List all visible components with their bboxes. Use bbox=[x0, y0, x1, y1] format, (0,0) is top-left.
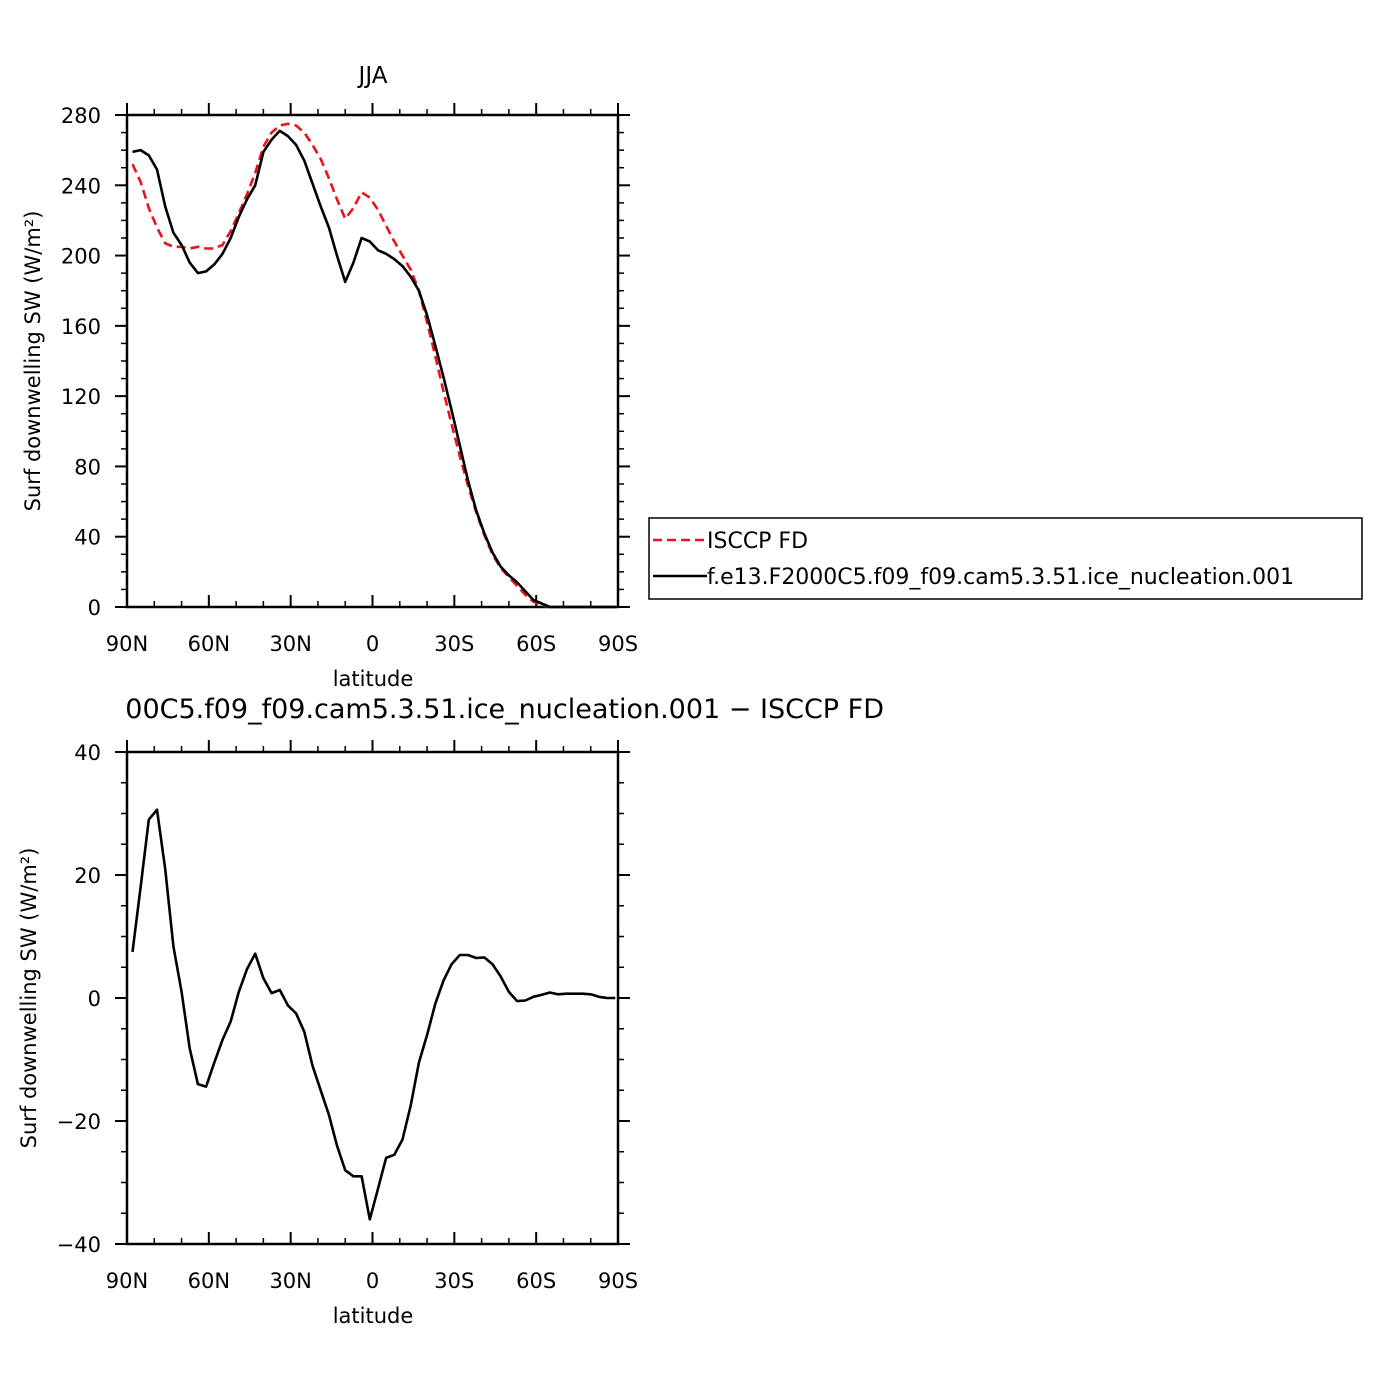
series-line-1 bbox=[132, 129, 616, 609]
x-tick-label: 30S bbox=[434, 1269, 474, 1293]
legend-frame bbox=[648, 517, 1363, 600]
y-tick-label: 0 bbox=[88, 596, 101, 620]
y-tick-label: 20 bbox=[74, 864, 101, 888]
x-tick-label: 30N bbox=[269, 1269, 311, 1293]
y-tick-label: 0 bbox=[88, 987, 101, 1011]
x-axis-title: latitude bbox=[333, 1304, 414, 1328]
legend: ISCCP FD f.e13.F2000C5.f09_f09.cam5.3.51… bbox=[648, 517, 1363, 600]
y-tick-label: −40 bbox=[57, 1233, 101, 1257]
difference-title: 00C5.f09_f09.cam5.3.51.ice_nucleation.00… bbox=[125, 694, 884, 725]
x-tick-label: 30N bbox=[269, 632, 311, 656]
y-axis-title: Surf downwelling SW (W/m²) bbox=[17, 848, 41, 1149]
x-axis-title: latitude bbox=[333, 667, 414, 691]
series-lines bbox=[131, 122, 616, 609]
plot-area-frame bbox=[125, 113, 620, 609]
legend-label-isccp: ISCCP FD bbox=[707, 529, 808, 554]
x-tick-label: 30S bbox=[434, 632, 474, 656]
bottom-chart: 00C5.f09_f09.cam5.3.51.ice_nucleation.00… bbox=[17, 694, 884, 1328]
x-tick-label: 90N bbox=[106, 1269, 148, 1293]
x-tick-label: 90S bbox=[598, 632, 638, 656]
x-tick-label: 0 bbox=[366, 1269, 379, 1293]
legend-label-model: f.e13.F2000C5.f09_f09.cam5.3.51.ice_nucl… bbox=[707, 565, 1294, 590]
y-tick-label: −20 bbox=[57, 1110, 101, 1134]
y-tick-label: 40 bbox=[74, 526, 101, 550]
plot-area-frame bbox=[125, 750, 620, 1246]
x-tick-label: 0 bbox=[366, 632, 379, 656]
x-tick-label: 60S bbox=[516, 1269, 556, 1293]
series-line-0 bbox=[131, 122, 616, 609]
x-tick-label: 90N bbox=[106, 632, 148, 656]
y-tick-label: 160 bbox=[61, 315, 101, 339]
y-tick-label: 200 bbox=[61, 245, 101, 269]
x-tick-label: 60N bbox=[188, 632, 230, 656]
chart-title: JJA bbox=[357, 63, 388, 89]
x-tick-label: 90S bbox=[598, 1269, 638, 1293]
x-tick-label: 60N bbox=[188, 1269, 230, 1293]
series-line-0 bbox=[131, 808, 616, 1221]
top-chart: JJA 90N 60N 30N 0 30S 60S 90S 0 40 80 120 160 200 240… bbox=[21, 63, 638, 691]
y-tick-label: 280 bbox=[61, 104, 101, 128]
axis-ticks: 90N 60N 30N 0 30S 60S 90S 0 40 80 120 160 200 240 280 bbox=[61, 103, 638, 656]
y-tick-label: 240 bbox=[61, 174, 101, 198]
x-tick-label: 60S bbox=[516, 632, 556, 656]
y-tick-label: 40 bbox=[74, 741, 101, 765]
series-lines bbox=[131, 808, 616, 1221]
axis-ticks: 90N 60N 30N 0 30S 60S 90S −40 −20 0 20 40 bbox=[57, 740, 638, 1293]
y-axis-title: Surf downwelling SW (W/m²) bbox=[21, 211, 45, 512]
y-tick-label: 120 bbox=[61, 385, 101, 409]
y-tick-label: 80 bbox=[74, 455, 101, 479]
